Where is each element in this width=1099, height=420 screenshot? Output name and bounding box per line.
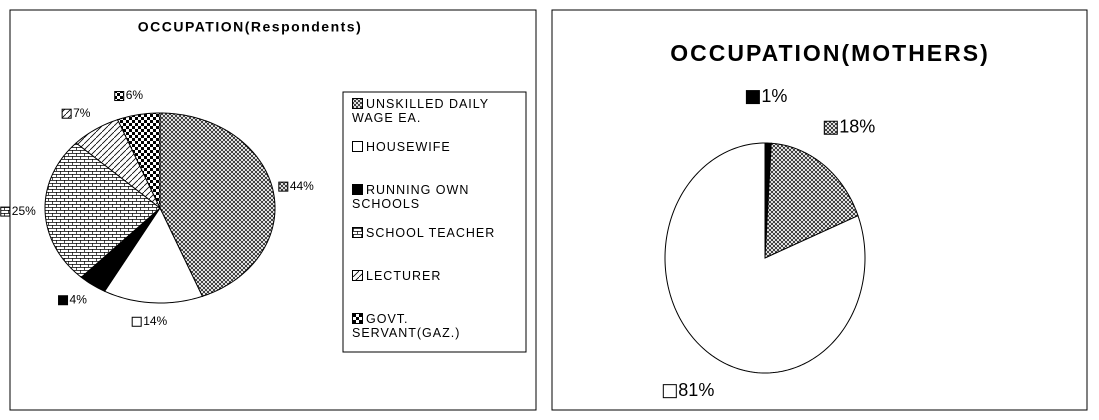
- legend-label: GOVT. SERVANT(GAZ.): [352, 312, 461, 340]
- label-swatch: [662, 384, 677, 399]
- legend-item: UNSKILLED DAILY WAGE EA.: [352, 97, 512, 125]
- pie-slice: [44, 142, 161, 278]
- label-swatch: [0, 206, 11, 217]
- legend-label: SCHOOL TEACHER: [366, 226, 496, 240]
- data-label: 1%: [761, 86, 787, 106]
- legend-label: LECTURER: [366, 269, 442, 283]
- legend-label: RUNNING OWN SCHOOLS: [352, 183, 470, 211]
- legend-item: HOUSEWIFE: [352, 140, 512, 154]
- chart-title: OCCUPATION(MOTHERS): [670, 40, 990, 66]
- legend-label: UNSKILLED DAILY WAGE EA.: [352, 97, 489, 125]
- pie-slice: [764, 142, 859, 259]
- legend-swatch: [352, 98, 363, 109]
- label-swatch: [278, 181, 289, 192]
- legend-swatch: [352, 313, 363, 324]
- data-label: 25%: [12, 204, 36, 218]
- data-label: 44%: [290, 179, 314, 193]
- pie-slice: [75, 119, 161, 209]
- label-swatch: [131, 316, 142, 327]
- frame: [551, 9, 1088, 411]
- label-swatch: [58, 295, 69, 306]
- legend-swatch: [352, 227, 363, 238]
- pie-slice: [80, 207, 161, 292]
- label-swatch: [823, 120, 838, 135]
- legend-swatch: [352, 270, 363, 281]
- data-label: 18%: [839, 116, 875, 136]
- legend-swatch: [352, 184, 363, 195]
- chart-title: OCCUPATION(Respondents): [138, 19, 363, 35]
- pie-slice: [103, 206, 204, 304]
- legend-item: SCHOOL TEACHER: [352, 226, 512, 240]
- data-label: 81%: [678, 380, 714, 400]
- data-label: 6%: [126, 88, 144, 102]
- legend-item: LECTURER: [352, 269, 512, 283]
- legend-label: HOUSEWIFE: [366, 140, 451, 154]
- label-swatch: [61, 108, 72, 119]
- label-swatch: [114, 91, 125, 102]
- pie-slice: [116, 112, 161, 209]
- pie-slice: [664, 142, 866, 374]
- data-label: 4%: [70, 292, 88, 306]
- legend-box: [342, 91, 527, 353]
- label-swatch: [745, 90, 760, 105]
- legend-item: RUNNING OWN SCHOOLS: [352, 183, 512, 211]
- legend-swatch: [352, 141, 363, 152]
- data-label: 14%: [143, 314, 167, 328]
- legend-item: GOVT. SERVANT(GAZ.): [352, 312, 512, 340]
- pie-slice: [159, 112, 276, 297]
- data-label: 7%: [73, 106, 91, 120]
